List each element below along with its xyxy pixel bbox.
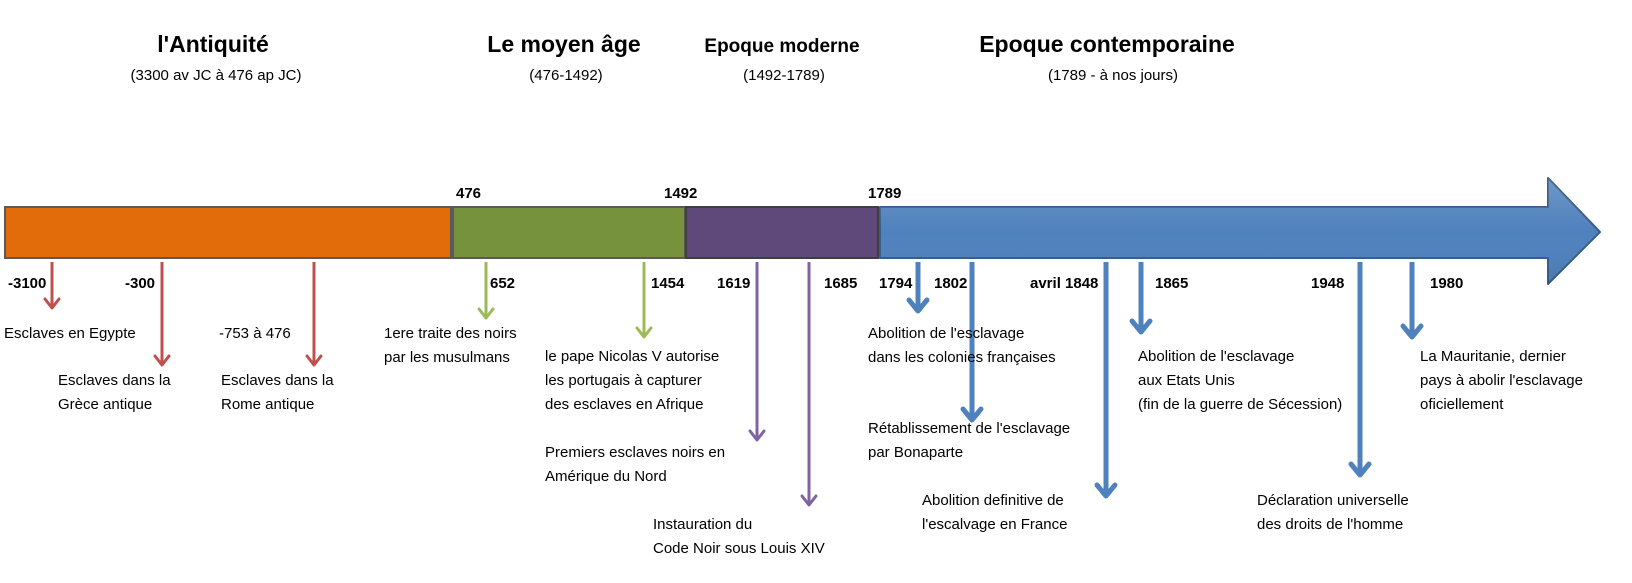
event-year-declaration-1948: 1948 [1311,275,1344,292]
era-range-epoque-moderne: (1492-1789) [743,67,825,84]
event-year-nicolas-v: 1454 [651,275,685,292]
event-text-traite-l2: par les musulmans [384,349,510,366]
event-text-nicolas-l2: les portugais à capturer [545,372,702,389]
era-arrow-shine [880,178,1600,284]
event-text-rome-l2: Rome antique [221,396,314,413]
event-arrow-head [477,307,495,320]
event-text-code-noir-l1: Instauration du [653,516,752,533]
boundary-year-476: 476 [456,185,481,202]
event-arrow-declaration-1948 [1348,262,1372,478]
event-arrow-head [43,297,61,310]
event-year-mauritanie-1980: 1980 [1430,275,1463,292]
event-text-mauritanie-l2: pays à abolir l'esclavage [1420,372,1583,389]
event-text-traite-l1: 1ere traite des noirs [384,325,517,342]
event-arrow-head [800,494,818,507]
event-arrow-mauritanie-1980 [1400,262,1424,340]
event-year-traite-musulmans: 652 [490,275,515,292]
event-text-declaration-l1: Déclaration universelle [1257,492,1409,509]
event-arrow-code-noir [800,262,818,507]
event-year-abolition-1848: avril 1848 [1030,275,1098,292]
event-year-grece: -300 [125,275,155,292]
event-arrow-egypte [43,262,61,310]
event-text-abolition-1848-l2: l'escalvage en France [922,516,1067,533]
boundary-year-1492: 1492 [664,185,697,202]
event-arrow-head [1400,323,1424,340]
event-text-code-noir-l2: Code Noir sous Louis XIV [653,540,825,557]
event-text-mauritanie-l3: oficiellement [1420,396,1504,413]
event-arrow-nicolas-v [635,262,653,339]
event-text-grece-l1: Esclaves dans la [58,372,171,389]
era-title-epoque-moderne: Epoque moderne [704,36,859,57]
event-arrow-head [1094,482,1118,499]
event-text-etats-unis-l3: (fin de la guerre de Sécession) [1138,396,1342,413]
event-arrow-abolition-1848 [1094,262,1118,499]
event-arrow-head [1129,318,1153,335]
era-bar-antiquite [4,206,452,259]
event-arrow-amerique-nord [748,262,766,442]
event-text-abolition-1794-l2: dans les colonies françaises [868,349,1056,366]
event-text-amerique-l2: Amérique du Nord [545,468,667,485]
boundary-year-1789: 1789 [868,185,901,202]
event-arrow-abolition-1794 [906,262,930,314]
event-arrow-head [635,326,653,339]
event-text-abolition-1848-l1: Abolition definitive de [922,492,1064,509]
event-text-abolition-1794-l1: Abolition de l'esclavage [868,325,1024,342]
event-arrow-retablissement-1802 [960,262,984,423]
event-text-mauritanie-l1: La Mauritanie, dernier [1420,348,1566,365]
event-year-retablissement-1802: 1802 [934,275,967,292]
era-range-antiquite: (3300 av JC à 476 ap JC) [131,67,302,84]
event-arrow-head [960,406,984,423]
event-arrow-etats-unis-1865 [1129,262,1153,335]
event-year-rome: -753 à 476 [219,325,291,342]
era-bar-moyen-age [452,206,686,259]
event-arrow-head [748,429,766,442]
event-text-nicolas-l1: le pape Nicolas V autorise [545,348,719,365]
event-arrow-head [305,354,323,367]
event-year-egypte: -3100 [8,275,46,292]
event-arrow-head [153,354,171,367]
event-year-code-noir: 1685 [824,275,857,292]
event-arrow-traite-musulmans [477,262,495,320]
event-text-etats-unis-l1: Abolition de l'esclavage [1138,348,1294,365]
era-title-moyen-age: Le moyen âge [487,31,640,57]
era-bar-epoque-moderne [685,206,879,259]
event-text-retablissement-l2: par Bonaparte [868,444,963,461]
event-arrow-head [1348,461,1372,478]
event-arrow-rome [305,262,323,367]
event-year-abolition-1794: 1794 [879,275,913,292]
event-text-egypte-l1: Esclaves en Egypte [4,325,136,342]
event-year-etats-unis-1865: 1865 [1155,275,1188,292]
event-year-amerique-nord: 1619 [717,275,750,292]
era-range-epoque-contemporaine: (1789 - à nos jours) [1048,67,1178,84]
event-text-grece-l2: Grèce antique [58,396,152,413]
event-text-amerique-l1: Premiers esclaves noirs en [545,444,725,461]
era-title-antiquite: l'Antiquité [157,31,269,57]
event-text-retablissement-l1: Rétablissement de l'esclavage [868,420,1070,437]
era-range-moyen-age: (476-1492) [529,67,602,84]
event-arrow-head [906,297,930,314]
event-text-etats-unis-l2: aux Etats Unis [1138,372,1235,389]
event-text-nicolas-l3: des esclaves en Afrique [545,396,703,413]
event-arrow-grece [153,262,171,367]
event-text-rome-l1: Esclaves dans la [221,372,334,389]
era-title-epoque-contemporaine: Epoque contemporaine [979,31,1235,57]
event-text-declaration-l2: des droits de l'homme [1257,516,1403,533]
